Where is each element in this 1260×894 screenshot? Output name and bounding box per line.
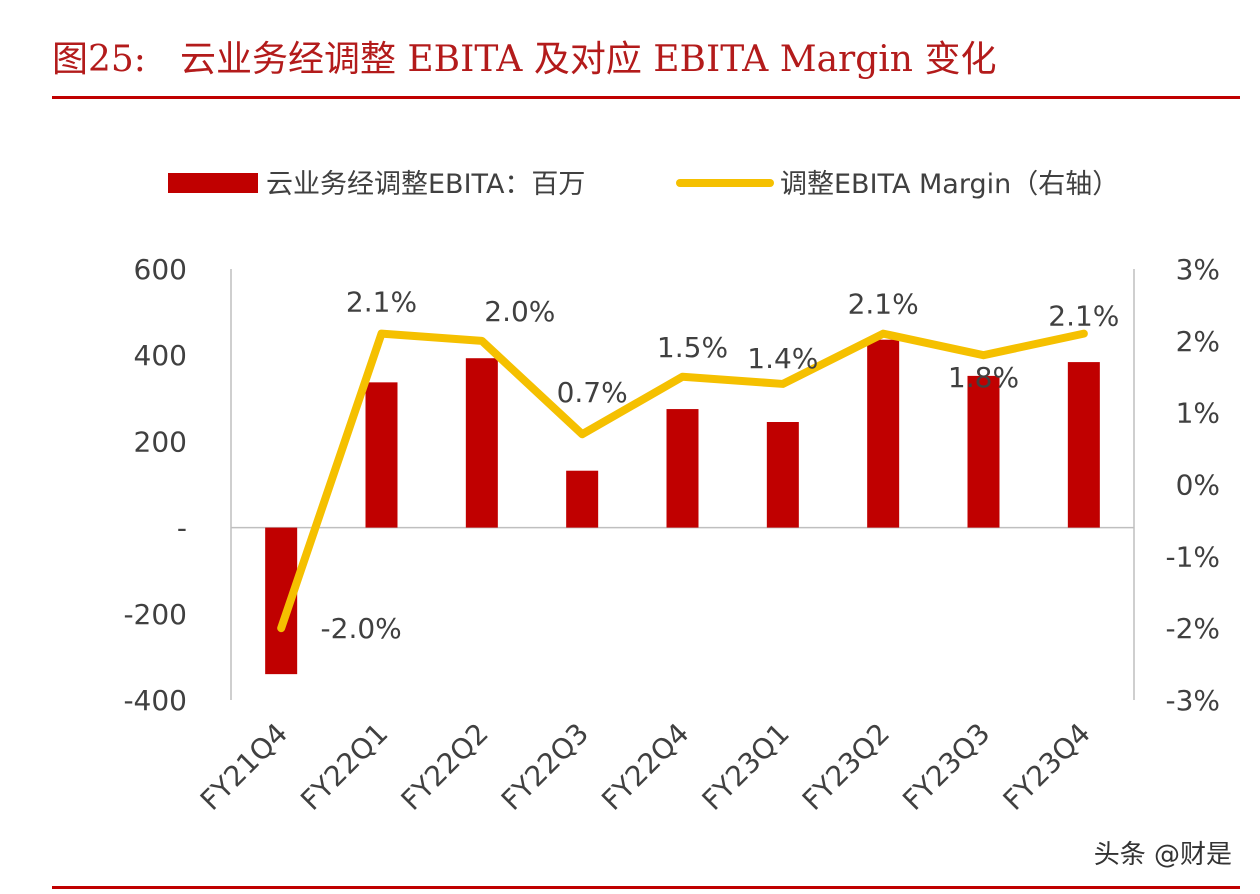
bar-fy22q2 [465, 358, 498, 528]
legend-bar-label: 云业务经调整EBITA：百万 [266, 169, 585, 200]
bar-fy23q3 [967, 375, 1000, 528]
margin-data-label: 2.1% [346, 286, 417, 319]
margin-line [277, 329, 1088, 633]
bar-fy23q1 [766, 422, 799, 528]
margin-data-label: 1.5% [657, 331, 728, 364]
bar-fy22q3 [566, 470, 599, 528]
legend-line-label: 调整EBITA Margin（右轴） [780, 169, 1119, 200]
bar-fy22q4 [666, 409, 699, 528]
margin-data-label: 1.4% [747, 342, 818, 375]
y-left-tick-label: - [177, 512, 187, 545]
margin-data-label: 2.1% [848, 288, 919, 321]
x-tick-label: FY23Q2 [796, 717, 896, 817]
watermark: 头条 @财是 [1093, 840, 1232, 870]
y-left-tick-label: -200 [123, 598, 187, 631]
title-divider [52, 96, 1240, 99]
bar-fy22q1 [365, 382, 398, 528]
y-left-tick-label: 200 [134, 425, 187, 458]
x-tick-label: FY22Q4 [595, 717, 695, 817]
x-tick-label: FY23Q3 [896, 717, 996, 817]
y-left-tick-label: 400 [134, 339, 187, 372]
margin-data-label: 2.0% [484, 295, 555, 328]
y-left-tick-label: 600 [134, 253, 187, 286]
figure-title: 图25: 云业务经调整 EBITA 及对应 EBITA Margin 变化 [52, 30, 996, 82]
bottom-divider [52, 886, 1240, 889]
margin-data-label: 0.7% [557, 376, 628, 409]
margin-data-label: -2.0% [321, 612, 402, 645]
y-right-tick-label: -1% [1165, 540, 1220, 573]
y-right-tick-label: -3% [1165, 684, 1220, 717]
bar-fy23q4 [1067, 362, 1100, 528]
y-right-tick-label: 0% [1176, 469, 1220, 502]
margin-data-label: 1.8% [948, 361, 1019, 394]
y-right-tick-label: 1% [1176, 397, 1220, 430]
figure-title-text: 云业务经调整 EBITA 及对应 EBITA Margin 变化 [179, 39, 997, 80]
x-tick-label: FY21Q4 [194, 717, 294, 817]
y-left-tick-label: -400 [123, 684, 187, 717]
y-right-tick-label: 2% [1176, 325, 1220, 358]
x-tick-label: FY22Q1 [294, 717, 394, 817]
x-tick-label: FY23Q4 [997, 717, 1097, 817]
figure-number: 图25: [52, 39, 146, 80]
bar-fy23q2 [867, 339, 900, 528]
y-right-tick-label: 3% [1176, 253, 1220, 286]
x-tick-label: FY22Q2 [395, 717, 495, 817]
x-tick-label: FY23Q1 [696, 717, 796, 817]
legend-bar-swatch [168, 173, 258, 193]
x-tick-label: FY22Q3 [495, 717, 595, 817]
margin-data-label: 2.1% [1048, 300, 1119, 333]
y-right-tick-label: -2% [1165, 612, 1220, 645]
